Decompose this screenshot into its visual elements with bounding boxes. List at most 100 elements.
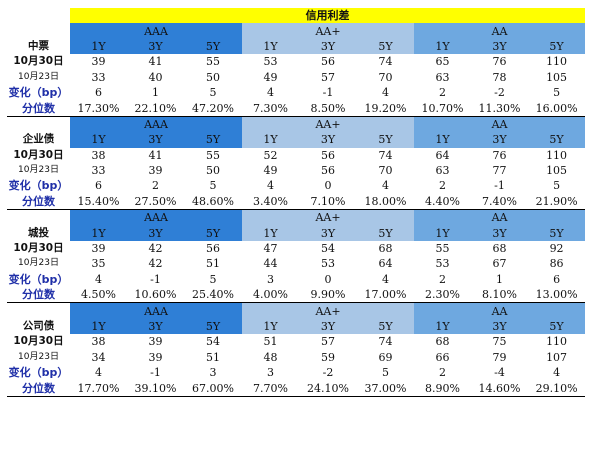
tenor-header: 5Y [184,38,242,55]
table-cell: 7.40% [471,193,528,211]
table-row: 分位数 15.40% 27.50% 48.60% 3.40% 7.10% 18.00% 4.4… [7,193,586,211]
tenor-header-row: 中票 1Y 3Y 5Y 1Y 3Y 5Y 1Y 3Y 5Y [7,38,586,55]
table-cell: 77 [492,164,507,178]
table-row: 10月23日 34 39 51 48 59 69 66 79 107 [7,350,585,365]
table-cell: 4 [95,272,102,286]
table-cell: -1 [322,86,334,100]
table-cell: 92 [549,242,564,256]
row-label: 10月30日 [13,148,64,161]
table-cell: 70 [378,70,393,84]
table-cell: 4 [553,366,561,380]
table-cell: 33 [91,70,106,84]
table-cell: 39.10% [127,380,184,397]
table-cell: 63 [435,164,450,178]
table-cell: 0 [324,179,332,193]
table-cell: 39 [91,242,106,256]
table-cell: 55 [206,148,220,162]
table-cell: 66 [435,350,450,364]
table-cell: 4 [95,366,102,380]
table-cell: 4 [382,272,389,286]
table-cell: 7.70% [242,380,299,397]
table-cell: 68 [378,242,393,256]
table-cell: 13.00% [528,287,586,304]
tenor-header: 5Y [357,318,414,335]
table-row: 10月30日 39 42 56 47 54 68 55 68 92 [7,241,585,256]
row-label: 分位数 [7,100,70,117]
table-cell: 1 [496,272,503,286]
row-label: 分位数 [7,287,70,304]
rating-header-aaa: AAA [70,116,242,133]
tenor-header: 3Y [127,225,184,241]
tenor-header: 1Y [70,132,127,148]
table-cell: 5 [553,86,561,100]
table-cell: 3 [267,366,274,380]
table-cell: 41 [148,148,163,162]
tenor-header: 5Y [184,132,242,148]
table-cell: 38 [91,335,106,349]
tenor-header: 5Y [528,132,586,148]
table-cell: 2 [439,366,446,380]
rating-header-aa: AA [414,302,586,319]
table-cell: 17.30% [70,100,127,117]
table-row: 10月30日 39 41 55 53 56 74 65 76 110 [7,54,585,69]
row-label: 10月23日 [18,258,59,269]
tenor-header: 3Y [127,132,184,148]
table-cell: 75 [492,335,507,349]
table-cell: 3 [209,366,217,380]
table-cell: 105 [546,164,568,178]
tenor-header: 3Y [127,38,184,55]
tenor-header: 3Y [299,38,357,55]
section-name: 企业债 [22,133,55,146]
table-cell: 24.10% [299,380,357,397]
rating-header-aaa: AAA [70,23,242,39]
row-label: 10月30日 [13,55,64,68]
table-cell: 47.20% [184,100,242,117]
table-cell: 16.00% [528,100,586,117]
table-cell: 67 [492,257,507,271]
table-cell: -1 [494,179,505,193]
rating-header-aa-plus: AA+ [242,23,414,39]
tenor-header: 3Y [127,318,184,335]
table-row: 10月30日 38 39 54 51 57 74 68 75 110 [7,334,585,349]
table-cell: 56 [321,164,335,178]
table-cell: 51 [263,335,278,349]
row-label: 变化（bp） [8,272,69,286]
table-cell: 67.00% [184,380,242,397]
table-cell: 21.90% [528,193,586,211]
section-name: 城投 [28,226,49,239]
tenor-header-row: 公司债 1Y 3Y 5Y 1Y 3Y 5Y 1Y 3Y 5Y [7,318,586,335]
table-cell: 40 [148,70,163,84]
table-cell: 64 [435,148,450,162]
table-cell: 3.40% [242,193,299,211]
rating-header-row: AAA AA+ AA [7,23,586,39]
table-cell: 2 [439,272,446,286]
table-cell: 59 [321,350,335,364]
table-cell: 39 [148,335,163,349]
table-cell: 4 [382,179,389,193]
table-cell: 74 [378,148,393,162]
table-title: 信用利差 [70,8,586,24]
section-name: 中票 [28,39,49,52]
table-cell: -1 [150,272,161,286]
table-cell: 9.90% [299,287,357,304]
table-cell: 39 [148,350,163,364]
tenor-header: 3Y [299,225,357,241]
title-row: 信用利差 [7,8,586,24]
tenor-header: 1Y [414,225,471,241]
tenor-header: 1Y [70,318,127,335]
section-name: 公司债 [22,320,55,332]
table-cell: 17.70% [70,380,127,397]
rating-header-row: AAA AA+ AA [7,302,586,319]
table-cell: 5 [382,366,389,380]
table-cell: 48 [263,350,278,364]
table-cell: 52 [263,148,278,162]
table-cell: 50 [206,70,220,84]
table-cell: 49 [263,70,278,84]
credit-spread-table: 信用利差 AAA AA+ AA 中票 1Y 3Y 5Y 1Y 3Y 5Y 1Y 3Y 5Y 10月30日 3… [7,8,586,397]
tenor-header: 3Y [471,132,528,148]
table-cell: 110 [546,335,568,349]
table-cell: 33 [91,164,106,178]
row-label: 分位数 [7,380,70,397]
table-cell: -4 [494,366,505,380]
table-row: 分位数 4.50% 10.60% 25.40% 4.00% 9.90% 17.00% 2.30… [7,287,586,304]
